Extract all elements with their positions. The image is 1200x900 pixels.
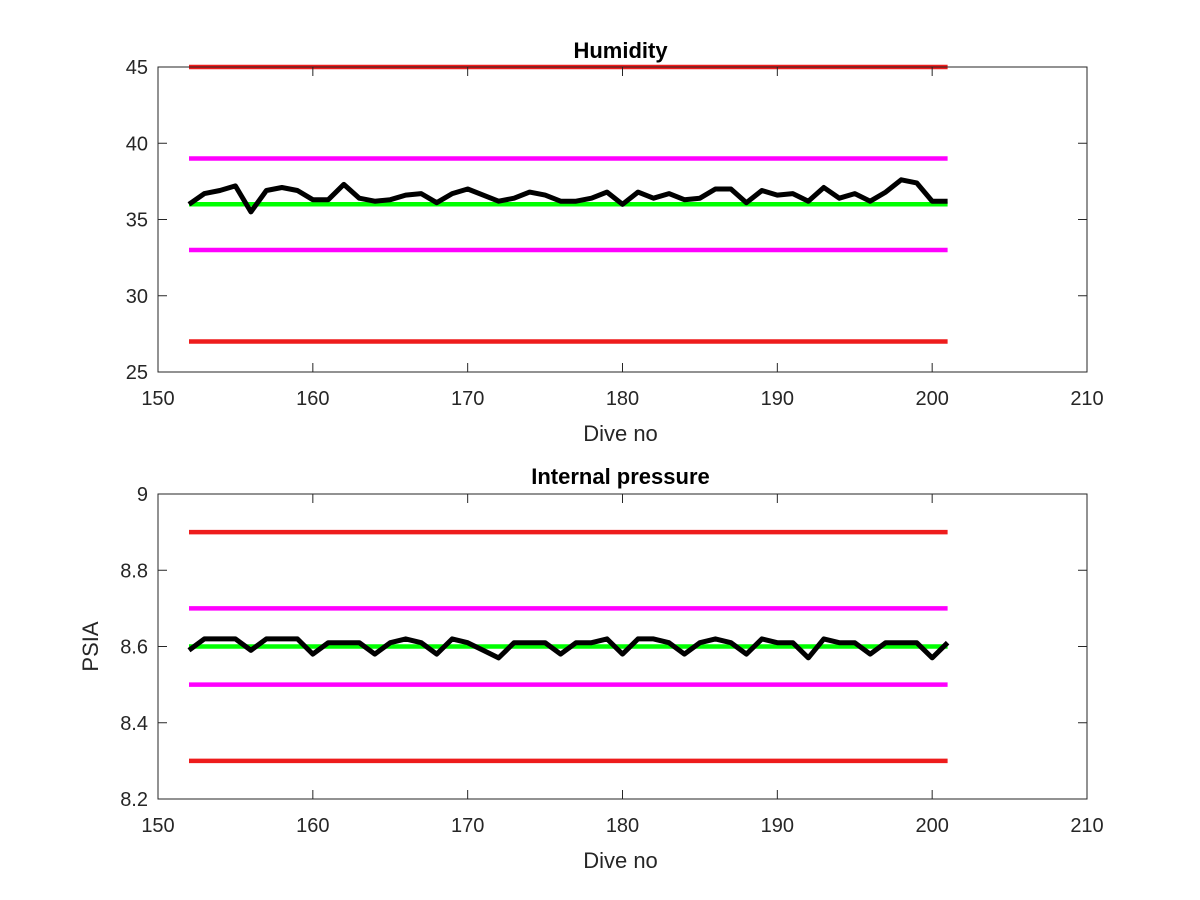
x-tick-label: 190	[761, 815, 794, 837]
plot-area	[158, 67, 1087, 372]
chart-title: Humidity	[573, 38, 668, 63]
y-tick-label: 45	[126, 57, 148, 79]
y-tick-label: 35	[126, 210, 148, 232]
humidity-chart: Humidity 150 160 170 180 190 200 210 25 30 35 40 45…	[126, 38, 1104, 446]
y-tick-label: 9	[137, 484, 148, 506]
internal-pressure-chart: Internal pressure 150 160 170 180 190 200 210 8…	[78, 464, 1104, 873]
x-tick-label: 210	[1070, 388, 1103, 410]
x-tick-label: 190	[761, 388, 794, 410]
tick-group: 150 160 170 180 190 200 210 8.2 8.4 8.6 8.8 9	[120, 484, 1104, 837]
x-tick-label: 200	[915, 815, 948, 837]
x-tick-label: 180	[606, 815, 639, 837]
y-tick-label: 8.2	[120, 789, 148, 811]
x-tick-label: 150	[141, 388, 174, 410]
series-group	[187, 529, 950, 764]
y-tick-label: 25	[126, 362, 148, 384]
y-axis-label: PSIA	[78, 621, 103, 671]
y-tick-label: 8.8	[120, 560, 148, 582]
y-tick-label: 30	[126, 286, 148, 308]
tick-group: 150 160 170 180 190 200 210 25 30 35 40 45	[126, 57, 1104, 410]
data-series-line	[187, 636, 950, 661]
x-tick-label: 210	[1070, 815, 1103, 837]
x-axis-label: Dive no	[583, 848, 658, 873]
y-tick-label: 8.4	[120, 713, 148, 735]
x-tick-label: 160	[296, 388, 329, 410]
x-tick-label: 180	[606, 388, 639, 410]
x-tick-label: 170	[451, 815, 484, 837]
y-tick-label: 8.6	[120, 637, 148, 659]
x-tick-label: 170	[451, 388, 484, 410]
chart-title: Internal pressure	[531, 464, 710, 489]
x-tick-label: 150	[141, 815, 174, 837]
x-tick-label: 200	[915, 388, 948, 410]
x-tick-label: 160	[296, 815, 329, 837]
x-axis-label: Dive no	[583, 421, 658, 446]
y-tick-label: 40	[126, 133, 148, 155]
data-series-line	[187, 177, 948, 215]
